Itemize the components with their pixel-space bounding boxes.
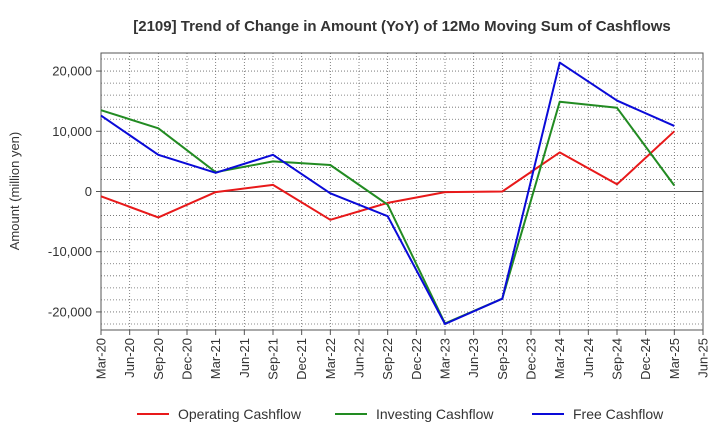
legend-label-free-cashflow: Free Cashflow [573,406,664,422]
y-tick-label: 0 [85,184,92,199]
x-tick-label: Mar-24 [552,338,567,379]
y-axis-label: Amount (million yen) [7,132,22,251]
x-tick-label: Sep-20 [151,338,166,380]
y-tick-label: -20,000 [48,304,92,319]
x-tick-label: Jun-25 [696,338,711,378]
x-tick-label: Mar-22 [323,338,338,379]
chart-title: [2109] Trend of Change in Amount (YoY) o… [133,18,671,35]
x-tick-label: Sep-23 [495,338,510,380]
series-line-investing-cashflow [100,100,676,325]
x-tick-label: Dec-23 [524,338,539,380]
x-tick-label: Dec-21 [294,338,309,380]
x-tick-label: Jun-22 [352,338,367,378]
legend-label-operating-cashflow: Operating Cashflow [178,406,302,422]
x-tick-label: Jun-21 [237,338,252,378]
x-tick-label: Jun-24 [581,338,596,378]
x-tick-label: Mar-20 [94,338,109,379]
x-tick-label: Mar-25 [667,338,682,379]
x-tick-label: Dec-20 [180,338,195,380]
x-tick-label: Sep-24 [610,338,625,380]
legend-label-investing-cashflow: Investing Cashflow [376,406,494,422]
y-tick-label: 20,000 [52,64,92,79]
legend: Operating Cashflow Investing Cashflow Free… [137,406,664,422]
x-tick-label: Jun-23 [466,338,481,378]
plot-area: 20,000 10,000 0 -10,000 -20,000 Mar-20 Jun-20 S… [48,52,711,380]
x-tick-label: Jun-20 [122,338,137,378]
y-tick-label: 10,000 [52,124,92,139]
x-tick-label: Mar-21 [208,338,223,379]
x-tick-label: Dec-24 [638,338,653,380]
x-tick-label: Sep-22 [380,338,395,380]
x-tick-label: Mar-23 [438,338,453,379]
x-tick-label: Dec-22 [409,338,424,380]
y-tick-label: -10,000 [48,244,92,259]
series-line-free-cashflow [100,61,675,325]
x-tick-label: Sep-21 [266,338,281,380]
series-line-operating-cashflow [100,130,675,221]
